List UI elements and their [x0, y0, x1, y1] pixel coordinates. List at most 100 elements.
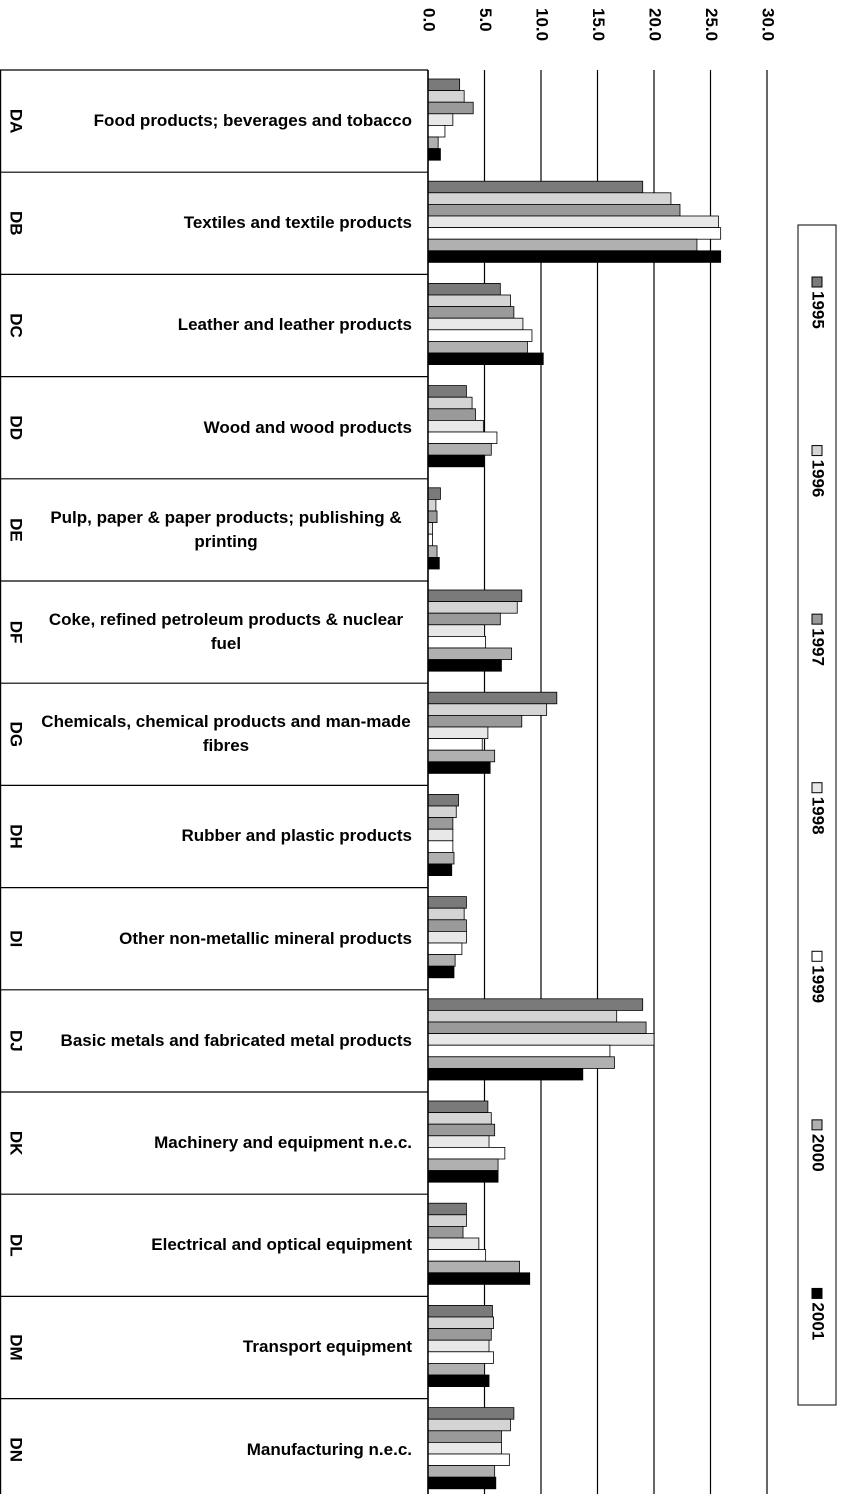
bar [427, 101, 474, 115]
category-label: Leather and leather products [177, 315, 412, 335]
bar [427, 282, 501, 296]
bar [427, 136, 439, 150]
bar [427, 1056, 615, 1069]
bar [427, 1202, 467, 1216]
category-label: Chemicals, chemical products and man-mad… [41, 712, 411, 756]
category-code: DM [7, 1334, 26, 1360]
bar [427, 78, 461, 92]
bar [427, 703, 548, 716]
bar [427, 794, 459, 807]
x-tick-label: 0.0 [420, 8, 439, 32]
bar [427, 125, 446, 138]
bar [427, 589, 523, 603]
category-code: DE [7, 518, 26, 542]
bar [427, 227, 722, 240]
bar [427, 691, 558, 705]
bar [427, 385, 467, 398]
legend-box [797, 224, 837, 1406]
bar [427, 192, 672, 205]
bar [427, 1305, 493, 1318]
bar [427, 1214, 467, 1227]
legend-swatch [811, 950, 823, 962]
bar [427, 761, 491, 774]
bar [427, 852, 455, 865]
bar [427, 817, 454, 830]
bar [427, 1237, 480, 1251]
category-label: Wood and wood products [203, 417, 412, 437]
bar [427, 443, 492, 456]
legend-label: 2000 [809, 1134, 828, 1172]
bar [427, 907, 465, 921]
x-tick-label: 15.0 [589, 8, 608, 41]
legend-swatch [811, 276, 823, 288]
bar [427, 919, 467, 932]
x-tick-label: 30.0 [759, 8, 778, 41]
category-label: Basic metals and fabricated metal produc… [60, 1030, 412, 1050]
category-code: DJ [7, 1030, 26, 1052]
bar [427, 408, 476, 421]
bar [427, 942, 463, 956]
bar [427, 90, 465, 103]
legend-label: 1998 [809, 797, 828, 835]
bar [427, 1418, 511, 1432]
bar [427, 352, 544, 366]
category-label: Electrical and optical equipment [151, 1235, 412, 1255]
bar [427, 1044, 611, 1058]
bar [427, 863, 453, 877]
bar [427, 1316, 494, 1330]
category-cell: Rubber and plastic products [40, 785, 412, 887]
bar [427, 1135, 490, 1148]
bar [427, 1123, 496, 1137]
bar [427, 148, 441, 161]
bar [427, 1430, 502, 1443]
legend-label: 1995 [809, 291, 828, 329]
category-cell: Other non-metallic mineral products [40, 888, 412, 990]
legend-swatch [811, 1287, 823, 1299]
bar [427, 931, 467, 944]
category-code: DA [7, 109, 26, 134]
x-tick-label: 20.0 [646, 8, 665, 41]
category-label: Food products; beverages and tobacco [93, 111, 412, 131]
category-label: Textiles and textile products [183, 213, 412, 233]
bar [427, 1033, 655, 1046]
legend-label: 1999 [809, 965, 828, 1003]
bar [427, 510, 438, 524]
bar [427, 805, 457, 819]
category-cell: Transport equipment [40, 1296, 412, 1398]
bar [427, 329, 533, 342]
bar [427, 636, 487, 649]
bar [427, 726, 489, 740]
bar [427, 1260, 520, 1274]
bar [427, 250, 722, 263]
bar [427, 624, 485, 637]
bar [427, 715, 523, 728]
bar [427, 1112, 492, 1125]
legend-swatch [811, 445, 823, 457]
category-label: Other non-metallic mineral products [119, 928, 412, 948]
bar [427, 1068, 584, 1081]
bar [427, 238, 698, 252]
category-label: Transport equipment [242, 1337, 412, 1357]
category-label: Manufacturing n.e.c. [246, 1439, 412, 1459]
bar [427, 828, 454, 842]
category-cell: Pulp, paper & paper products; publishing… [40, 479, 412, 581]
bar [427, 738, 483, 751]
bar [427, 659, 502, 672]
category-code: DH [7, 824, 26, 849]
category-code: DK [7, 1131, 26, 1156]
x-tick-label: 25.0 [702, 8, 721, 41]
bar [427, 1249, 487, 1262]
category-cell: Chemicals, chemical products and man-mad… [40, 683, 412, 785]
bar [427, 180, 644, 194]
bar [427, 1226, 464, 1239]
bar [427, 1374, 490, 1388]
bar [427, 1021, 647, 1035]
bar [427, 749, 496, 763]
legend-label: 1996 [809, 460, 828, 498]
category-cell: Textiles and textile products [40, 172, 412, 274]
bar [427, 1407, 515, 1420]
x-tick-label: 10.0 [533, 8, 552, 41]
bar [427, 1339, 490, 1353]
